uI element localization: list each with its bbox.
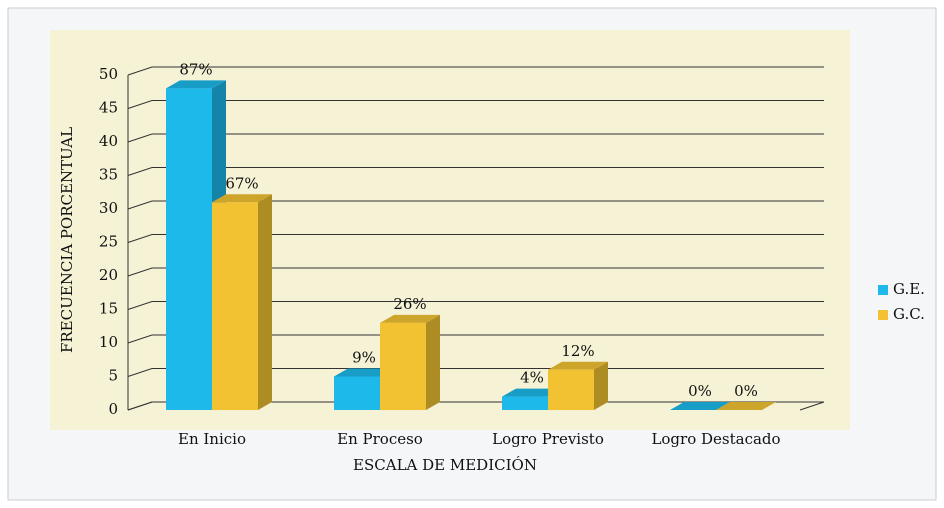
bar-side: [594, 361, 608, 410]
grid-line: [127, 234, 824, 243]
x-tick-label: Logro Destacado: [651, 430, 780, 448]
data-label: 26%: [393, 295, 426, 313]
y-tick-label: 45: [99, 99, 118, 117]
bar: [166, 88, 212, 411]
bar: [548, 369, 594, 410]
legend-swatch: [878, 285, 888, 295]
y-tick-label: 20: [99, 266, 118, 284]
grid-line: [127, 167, 824, 176]
data-label: 67%: [225, 174, 258, 192]
grid-line: [127, 334, 824, 344]
x-tick-label: En Inicio: [178, 430, 246, 448]
grid-line: [127, 66, 824, 76]
bar-top: [548, 361, 608, 370]
bar-top: [166, 80, 226, 89]
grid-line: [127, 267, 824, 277]
bar-side: [258, 194, 272, 410]
y-tick-label: 0: [108, 400, 118, 418]
data-label: 4%: [520, 369, 544, 387]
y-tick-label: 50: [99, 65, 118, 83]
bar: [334, 376, 380, 410]
bar-top: [670, 402, 730, 410]
legend-label: G.C.: [893, 305, 925, 323]
bar-side: [426, 314, 440, 410]
x-axis-title: ESCALA DE MEDICIÓN: [353, 456, 537, 474]
data-label: 9%: [352, 349, 376, 367]
bar-top: [502, 388, 562, 397]
y-tick-label: 25: [99, 233, 118, 251]
bar-top: [716, 402, 776, 410]
bar: [212, 202, 258, 410]
data-label: 87%: [179, 60, 212, 78]
bar: [380, 322, 426, 410]
y-tick-label: 40: [99, 132, 118, 150]
legend-swatch: [878, 310, 888, 320]
x-tick-label: Logro Previsto: [492, 430, 604, 448]
grid-line: [127, 200, 824, 210]
y-tick-label: 35: [99, 166, 118, 184]
y-tick-label: 15: [99, 300, 118, 318]
x-tick-label: En Proceso: [337, 430, 423, 448]
bar-top: [212, 194, 272, 203]
bar-top: [334, 368, 394, 377]
grid-line: [127, 100, 824, 109]
data-label: 0%: [734, 382, 758, 400]
legend-label: G.E.: [893, 280, 925, 298]
grid-line: [127, 301, 824, 310]
data-label: 0%: [688, 382, 712, 400]
bar-top: [380, 314, 440, 323]
y-tick-label: 30: [99, 199, 118, 217]
data-label: 12%: [561, 342, 594, 360]
y-tick-label: 10: [99, 333, 118, 351]
grid-line: [127, 133, 824, 143]
y-axis-title: FRECUENCIA PORCENTUAL: [58, 127, 76, 353]
bar: [502, 396, 548, 410]
y-tick-label: 5: [108, 367, 118, 385]
